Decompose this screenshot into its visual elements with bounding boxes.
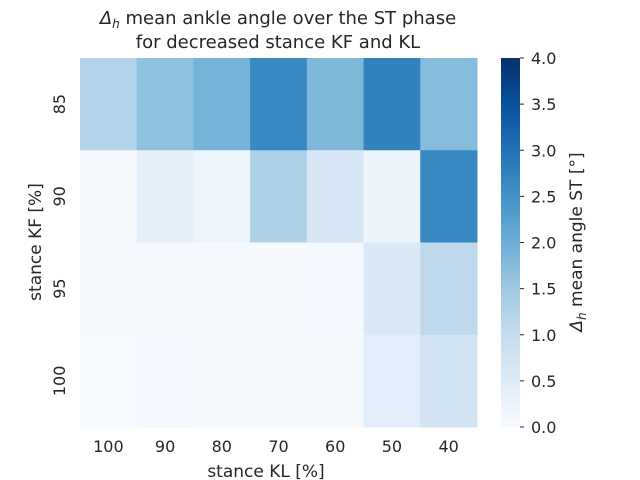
- colorbar: [501, 58, 520, 427]
- heatmap-cell: [420, 242, 478, 336]
- heatmap-cell: [136, 58, 194, 151]
- heatmap-cell: [136, 334, 194, 428]
- y-tick-labels: 85 90 95 100: [50, 94, 69, 396]
- x-tick-label: 60: [325, 437, 345, 456]
- chart-title-line2: for decreased stance KF and KL: [136, 32, 420, 53]
- x-tick-label: 70: [268, 437, 288, 456]
- heatmap-cell: [363, 150, 421, 243]
- colorbar-tick-label: 3.0: [531, 141, 556, 160]
- heatmap-cell: [250, 334, 308, 428]
- x-tick-label: 90: [155, 437, 175, 456]
- heatmap-cell: [80, 242, 138, 336]
- heatmap-cell: [136, 150, 194, 243]
- y-tick-label: 100: [50, 366, 69, 397]
- heatmap-cell: [306, 334, 365, 428]
- x-tick-label: 100: [93, 437, 124, 456]
- colorbar-tick-label: 3.5: [531, 95, 556, 114]
- colorbar-label: Δh mean angle ST [°]: [567, 152, 589, 333]
- y-tick-label: 90: [50, 186, 69, 206]
- heatmap-cell: [250, 58, 308, 151]
- heatmap-cell: [80, 334, 138, 428]
- chart-title-line1: Δh mean ankle angle over the ST phase: [98, 8, 456, 31]
- heatmap-cell: [306, 242, 365, 336]
- heatmap-cell: [193, 58, 251, 151]
- heatmap-cell: [363, 242, 421, 336]
- heatmap-cell: [420, 58, 478, 151]
- colorbar-tick-label: 0.5: [531, 372, 556, 391]
- colorbar-tick-label: 4.0: [531, 49, 556, 68]
- y-axis-label: stance KF [%]: [26, 183, 46, 301]
- y-tick-label: 85: [50, 94, 69, 114]
- heatmap-cell: [193, 334, 251, 428]
- heatmap-cell: [80, 58, 138, 151]
- colorbar-tick-label: 0.0: [531, 418, 556, 437]
- colorbar-tick-label: 1.0: [531, 326, 556, 345]
- heatmap-cell: [363, 58, 421, 151]
- heatmap-cell: [250, 150, 308, 243]
- heatmap-cell: [80, 150, 138, 243]
- colorbar-tick-label: 1.5: [531, 280, 556, 299]
- heatmap-cell: [363, 334, 421, 428]
- x-tick-label: 50: [382, 437, 402, 456]
- heatmap-cell: [420, 150, 478, 243]
- heatmap-cell: [136, 242, 194, 336]
- x-tick-label: 80: [212, 437, 232, 456]
- y-tick-label: 95: [50, 278, 69, 298]
- heatmap-cells: [80, 58, 478, 428]
- heatmap-cell: [306, 150, 365, 243]
- heatmap-cell: [193, 242, 251, 336]
- heatmap-cell: [193, 150, 251, 243]
- colorbar-tick-label: 2.0: [531, 234, 556, 253]
- colorbar-tick-labels: 0.0 0.5 1.0 1.5 2.0 2.5 3.0 3.5 4.0: [520, 49, 556, 437]
- x-axis-label: stance KL [%]: [207, 462, 324, 480]
- colorbar-tick-label: 2.5: [531, 187, 556, 206]
- x-tick-labels: 100 90 80 70 60 50 40: [93, 437, 459, 456]
- heatmap-cell: [306, 58, 365, 151]
- x-tick-label: 40: [438, 437, 458, 456]
- heatmap-cell: [250, 242, 308, 336]
- heatmap-cell: [420, 334, 478, 428]
